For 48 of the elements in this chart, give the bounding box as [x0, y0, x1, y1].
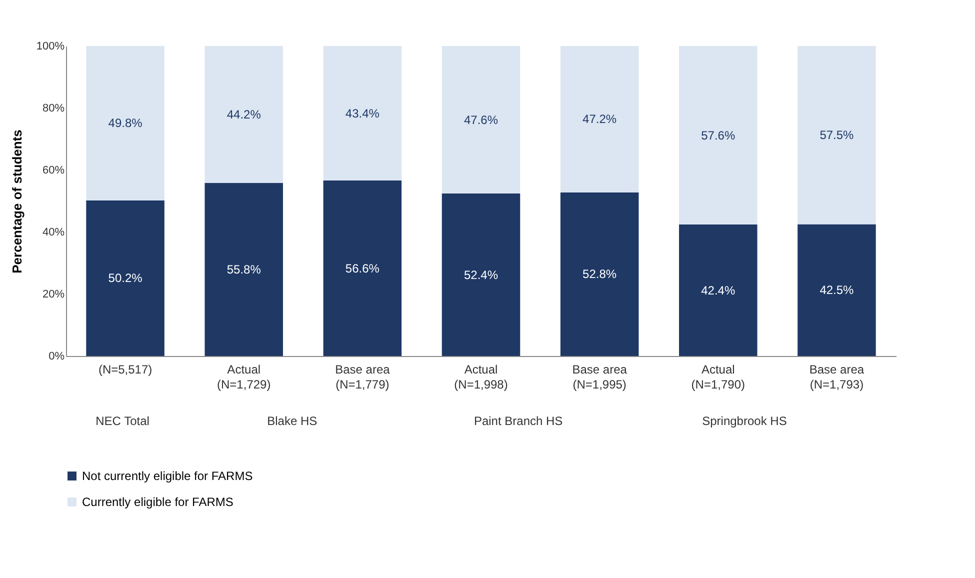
- text: 52.8%: [582, 267, 617, 282]
- y-tick-label: 0%: [48, 350, 65, 362]
- text: 42.5%: [820, 283, 854, 298]
- text: 57.5%: [820, 128, 854, 142]
- y-axis-title: Percentage of students: [9, 130, 24, 274]
- bar: [798, 224, 876, 356]
- text: Paint Branch HS: [474, 414, 563, 428]
- y-tick-label: 20%: [42, 288, 65, 300]
- x-tick-label: Actual (N=1,998): [454, 362, 508, 392]
- text: 47.6%: [464, 112, 498, 127]
- bar: [442, 194, 520, 356]
- text: 50.2%: [108, 271, 142, 286]
- bar: [323, 180, 402, 356]
- text: 55.8%: [226, 262, 261, 277]
- x-tick-label: (N=5,517): [98, 362, 152, 376]
- bar: [442, 46, 520, 194]
- bar: [798, 46, 876, 224]
- bar: [86, 46, 164, 200]
- bar: [560, 46, 639, 192]
- legend-label: Not currently eligible for FARMS: [82, 469, 253, 483]
- x-tick-label: Base area (N=1,779): [335, 362, 390, 392]
- text: 56.6%: [345, 261, 380, 276]
- legend-label: Currently eligible for FARMS: [82, 495, 234, 509]
- text: 42.4%: [701, 283, 736, 298]
- text: 49.8%: [108, 116, 142, 130]
- bar: [679, 224, 758, 356]
- bar: [204, 46, 283, 184]
- text: NEC Total: [96, 414, 150, 428]
- y-tick-label: 100%: [36, 40, 65, 52]
- y-tick-label: 60%: [42, 164, 65, 176]
- x-tick-label: Actual (N=1,790): [691, 362, 745, 392]
- text: 47.2%: [582, 112, 617, 126]
- text: 44.2%: [226, 108, 261, 122]
- x-tick-label: Actual (N=1,729): [217, 362, 271, 392]
- text: Blake HS: [267, 414, 318, 428]
- text: 57.6%: [701, 128, 736, 142]
- text: Springbrook HS: [702, 414, 787, 428]
- x-tick-label: Base area (N=1,793): [809, 362, 864, 392]
- y-tick-label: 80%: [42, 102, 65, 114]
- x-tick-label: Base area (N=1,995): [572, 362, 628, 392]
- text: 52.4%: [464, 268, 498, 282]
- bar: [679, 46, 758, 225]
- text: 43.4%: [345, 106, 380, 120]
- bar: [323, 46, 402, 181]
- bar: [560, 192, 639, 356]
- bar: [86, 200, 164, 356]
- bar: [204, 183, 283, 356]
- y-tick-label: 40%: [42, 226, 65, 238]
